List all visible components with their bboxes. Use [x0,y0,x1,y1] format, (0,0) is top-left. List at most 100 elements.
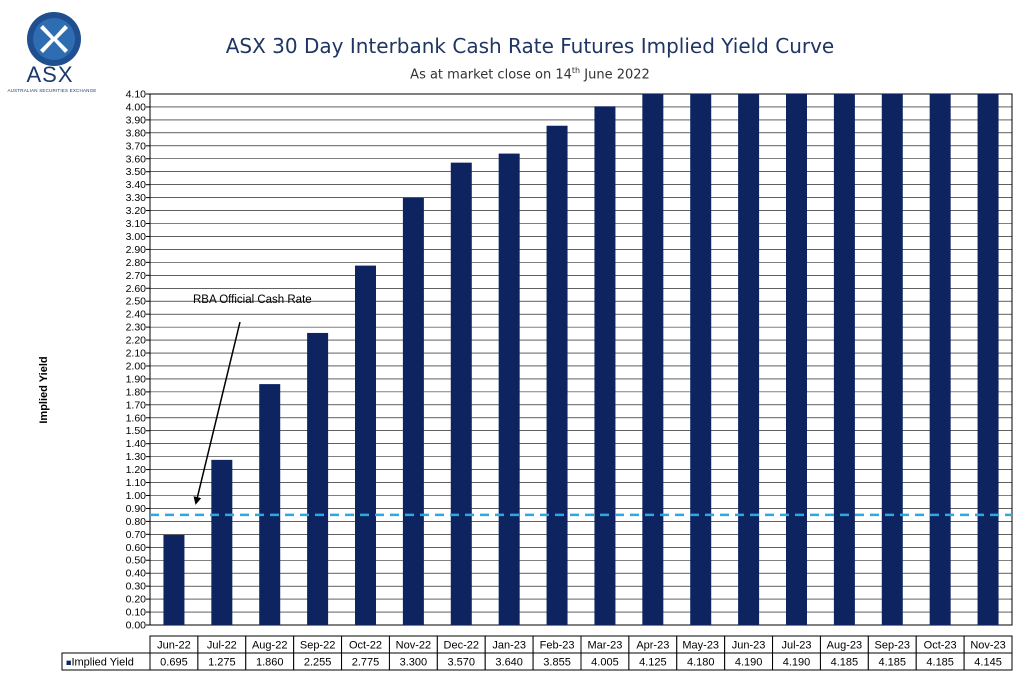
y-tick-label: 4.00 [126,101,147,113]
y-tick-label: 1.20 [126,464,147,476]
legend-label: ■Implied Yield [66,657,134,669]
table-category-label: Oct-23 [924,640,957,652]
table-value-label: 4.185 [831,657,859,669]
table-category-label: Nov-23 [970,640,1005,652]
y-tick-label: 1.40 [126,438,147,450]
bar [833,94,855,625]
y-tick-label: 2.00 [126,360,147,372]
bar [402,197,424,625]
table-category-label: Jul-22 [207,640,237,652]
table-value-label: 3.570 [448,657,476,669]
annotation-arrow [193,321,241,505]
table-category-label: Aug-22 [252,640,287,652]
bar [163,534,185,625]
bar [594,106,616,625]
table-category-label: Jun-22 [157,640,191,652]
y-tick-label: 0.70 [126,529,147,541]
bar [498,153,520,625]
table-value-label: 1.860 [256,657,284,669]
table-value-label: 3.640 [495,657,523,669]
y-tick-label: 0.60 [126,542,147,554]
table-value-label: 3.300 [400,657,428,669]
table-value-label: 4.125 [639,657,667,669]
table-category-label: Dec-22 [444,640,479,652]
table-category-label: Feb-23 [540,640,575,652]
table-category-label: Apr-23 [636,640,669,652]
y-tick-label: 0.10 [126,607,147,619]
plot-area [149,93,1013,626]
y-tick-label: 3.80 [126,127,147,139]
y-tick-label: 0.80 [126,516,147,528]
subtitle-text: As at market close on 14 [410,67,572,83]
bar [977,94,999,625]
table-value-label: 4.145 [974,657,1002,669]
y-tick-label: 2.30 [126,322,147,334]
table-category-label: Aug-23 [827,640,862,652]
table-value-label: 4.005 [591,657,619,669]
rba-annotation-label: RBA Official Cash Rate [193,294,312,306]
asx-logo-text: ASX [26,62,74,87]
table-category-label: Nov-22 [396,640,431,652]
bar [307,332,329,625]
y-tick-label: 3.10 [126,218,147,230]
bar [211,459,233,625]
y-tick-label: 2.50 [126,296,147,308]
bar [738,94,760,625]
bar [642,94,664,625]
table-category-label: Jun-23 [732,640,766,652]
y-tick-label: 2.40 [126,309,147,321]
y-tick-label: 4.10 [126,89,147,101]
asx-logo [4,8,100,98]
subtitle-superscript: th [571,66,581,75]
subtitle-date: June 2022 [580,67,650,83]
y-tick-label: 2.10 [126,348,147,360]
y-tick-label: 2.80 [126,257,147,269]
y-tick-label: 1.90 [126,373,147,385]
y-tick-label: 3.70 [126,140,147,152]
bar [546,125,568,625]
y-tick-label: 3.50 [126,166,147,178]
table-value-label: 2.775 [352,657,380,669]
y-tick-label: 3.90 [126,114,147,126]
y-tick-label: 1.50 [126,425,147,437]
y-tick-label: 0.00 [126,620,147,632]
chart-title: ASX 30 Day Interbank Cash Rate Futures I… [225,34,835,58]
table-category-label: Jul-23 [782,640,812,652]
y-tick-label: 2.70 [126,270,147,282]
asx-logo-emblem-icon [27,12,81,66]
y-tick-label: 2.20 [126,335,147,347]
y-tick-label: 3.20 [126,205,147,217]
chart-subtitle: As at market close on 14th June 2022 [120,66,940,82]
y-tick-label: 1.10 [126,477,147,489]
table-category-label: Oct-22 [349,640,382,652]
bar [690,94,712,625]
table-value-label: 0.695 [160,657,188,669]
legend-marker-icon: ■ [66,658,71,668]
y-tick-label: 3.30 [126,192,147,204]
y-tick-label: 1.80 [126,386,147,398]
table-category-label: Sep-23 [875,640,910,652]
y-tick-label: 3.40 [126,179,147,191]
bar [929,94,951,625]
bar [786,94,807,625]
table-value-label: 3.855 [543,657,571,669]
y-tick-label: 3.60 [126,153,147,165]
table-category-label: Mar-23 [588,640,623,652]
asx-logo-subtext: AUSTRALIAN SECURITIES EXCHANGE [7,88,97,93]
y-tick-label: 1.30 [126,451,147,463]
y-tick-label: 1.70 [126,399,147,411]
table-value-label: 1.275 [208,657,236,669]
legend-series-name: Implied Yield [71,657,133,669]
y-tick-label: 2.90 [126,244,147,256]
y-tick-label: 0.50 [126,555,147,567]
table-value-label: 4.190 [783,657,811,669]
table-category-label: May-23 [682,640,719,652]
table-category-label: Sep-22 [300,640,335,652]
y-tick-label: 1.00 [126,490,147,502]
bar [450,162,472,625]
y-tick-label: 3.00 [126,231,147,243]
table-value-label: 2.255 [304,657,332,669]
y-tick-label: 0.20 [126,594,147,606]
table-value-label: 4.190 [735,657,763,669]
